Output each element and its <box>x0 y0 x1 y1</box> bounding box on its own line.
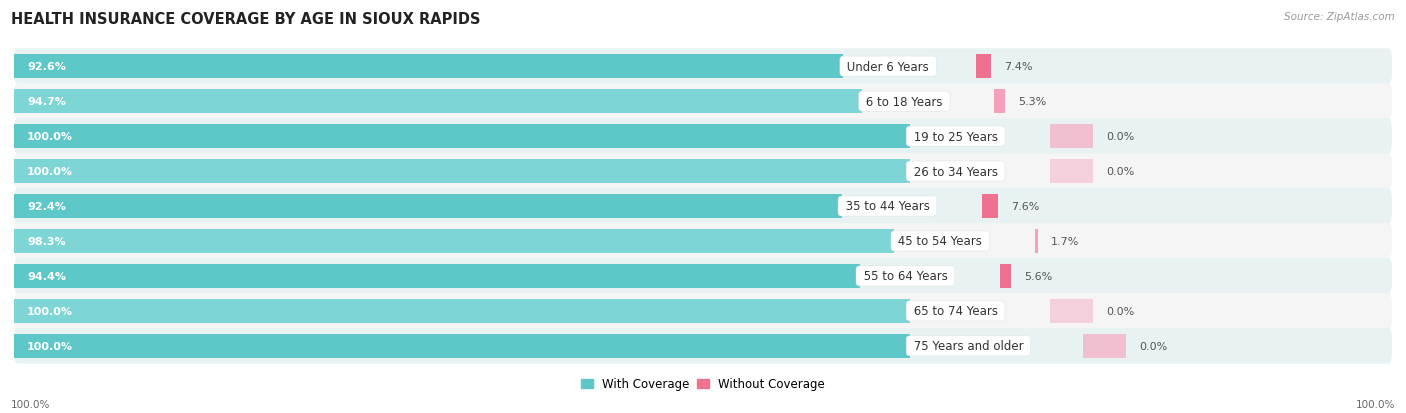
Text: 100.0%: 100.0% <box>27 341 73 351</box>
Text: 6 to 18 Years: 6 to 18 Years <box>862 95 946 108</box>
Bar <box>14 299 910 323</box>
Bar <box>994 90 1005 114</box>
Bar <box>1050 299 1092 323</box>
Text: 0.0%: 0.0% <box>1139 341 1167 351</box>
Bar <box>14 195 842 218</box>
Text: HEALTH INSURANCE COVERAGE BY AGE IN SIOUX RAPIDS: HEALTH INSURANCE COVERAGE BY AGE IN SIOU… <box>11 12 481 27</box>
Text: 0.0%: 0.0% <box>1107 306 1135 316</box>
Text: 75 Years and older: 75 Years and older <box>910 339 1026 352</box>
Text: 94.7%: 94.7% <box>27 97 66 107</box>
Text: 100.0%: 100.0% <box>11 399 51 409</box>
FancyBboxPatch shape <box>14 189 1392 224</box>
Bar <box>976 55 991 79</box>
Legend: With Coverage, Without Coverage: With Coverage, Without Coverage <box>576 373 830 395</box>
Text: 100.0%: 100.0% <box>27 132 73 142</box>
Text: 26 to 34 Years: 26 to 34 Years <box>910 165 1001 178</box>
FancyBboxPatch shape <box>14 293 1392 329</box>
FancyBboxPatch shape <box>14 223 1392 259</box>
FancyBboxPatch shape <box>14 259 1392 294</box>
Text: 100.0%: 100.0% <box>27 166 73 177</box>
Text: 19 to 25 Years: 19 to 25 Years <box>910 130 1001 143</box>
Text: 35 to 44 Years: 35 to 44 Years <box>842 200 934 213</box>
Text: 55 to 64 Years: 55 to 64 Years <box>859 270 950 283</box>
FancyBboxPatch shape <box>14 328 1392 364</box>
Text: 92.4%: 92.4% <box>27 202 66 211</box>
Text: 1.7%: 1.7% <box>1052 236 1080 247</box>
Text: 45 to 54 Years: 45 to 54 Years <box>894 235 986 248</box>
Bar <box>981 195 998 218</box>
Text: 7.6%: 7.6% <box>1011 202 1039 211</box>
Text: 5.6%: 5.6% <box>1025 271 1053 281</box>
Bar <box>14 230 894 253</box>
FancyBboxPatch shape <box>14 49 1392 85</box>
Bar <box>14 125 910 149</box>
Text: 92.6%: 92.6% <box>27 62 66 72</box>
Text: 65 to 74 Years: 65 to 74 Years <box>910 305 1001 318</box>
Text: 100.0%: 100.0% <box>27 306 73 316</box>
Text: 7.4%: 7.4% <box>1004 62 1032 72</box>
FancyBboxPatch shape <box>14 154 1392 190</box>
Text: 100.0%: 100.0% <box>1355 399 1395 409</box>
Bar <box>14 160 910 183</box>
Text: 94.4%: 94.4% <box>27 271 66 281</box>
Bar <box>1050 125 1092 149</box>
Bar <box>14 90 862 114</box>
Bar <box>1083 334 1126 358</box>
Text: 98.3%: 98.3% <box>27 236 66 247</box>
Text: Source: ZipAtlas.com: Source: ZipAtlas.com <box>1284 12 1395 22</box>
Bar <box>1035 230 1039 253</box>
FancyBboxPatch shape <box>14 119 1392 154</box>
Text: 0.0%: 0.0% <box>1107 166 1135 177</box>
Text: Under 6 Years: Under 6 Years <box>844 61 934 74</box>
Bar <box>1000 264 1011 288</box>
Bar <box>14 55 844 79</box>
Text: 5.3%: 5.3% <box>1018 97 1046 107</box>
FancyBboxPatch shape <box>14 84 1392 120</box>
Bar <box>14 334 910 358</box>
Bar <box>14 264 859 288</box>
Text: 0.0%: 0.0% <box>1107 132 1135 142</box>
Bar <box>1050 160 1092 183</box>
